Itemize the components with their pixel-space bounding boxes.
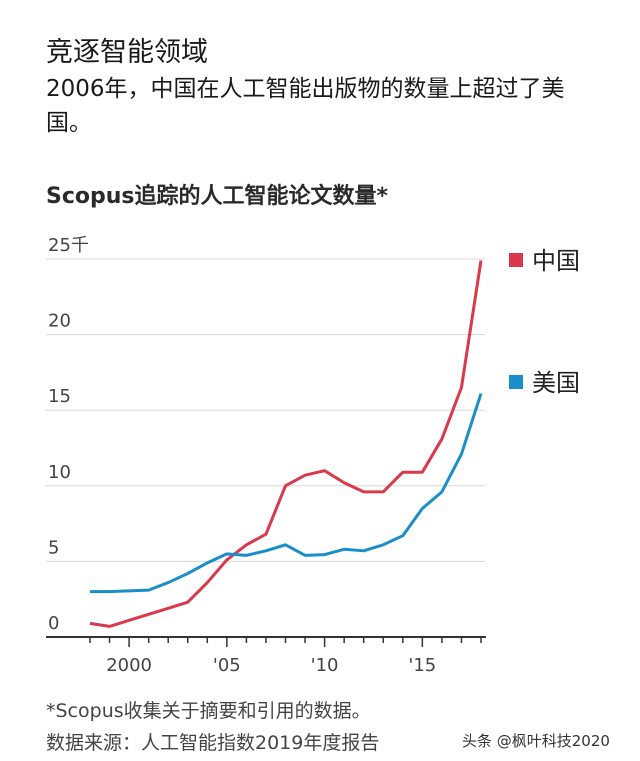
y-tick-label: 10 [48, 462, 71, 483]
x-tick-label: 2000 [106, 655, 152, 676]
y-tick-label: 5 [48, 537, 59, 558]
watermark: 头条 @枫叶科技2020 [462, 732, 610, 750]
legend-swatch [509, 374, 523, 389]
legend-swatch [509, 253, 523, 267]
y-tick-label: 25千 [48, 235, 89, 256]
y-tick-label: 20 [48, 311, 71, 332]
legend-label: 中国 [532, 247, 580, 275]
chart-title: Scopus追踪的人工智能论文数量* [46, 184, 389, 209]
subtitle: 2006年，中国在人工智能出版物的数量上超过了美国。 [46, 76, 565, 136]
x-tick-label: '10 [311, 655, 339, 676]
series-line-usa [90, 393, 483, 594]
y-tick-label: 0 [48, 613, 59, 634]
legend-label: 美国 [532, 369, 580, 397]
x-tick-label: '15 [408, 655, 436, 676]
series-line-china [89, 260, 483, 628]
footnote: *Scopus收集关于摘要和引用的数据。 [46, 700, 371, 722]
page-title: 竞逐智能领域 [46, 37, 208, 68]
source-note: 数据来源：人工智能指数2019年度报告 [46, 732, 380, 754]
y-tick-label: 15 [48, 386, 71, 407]
x-tick-label: '05 [213, 655, 241, 676]
